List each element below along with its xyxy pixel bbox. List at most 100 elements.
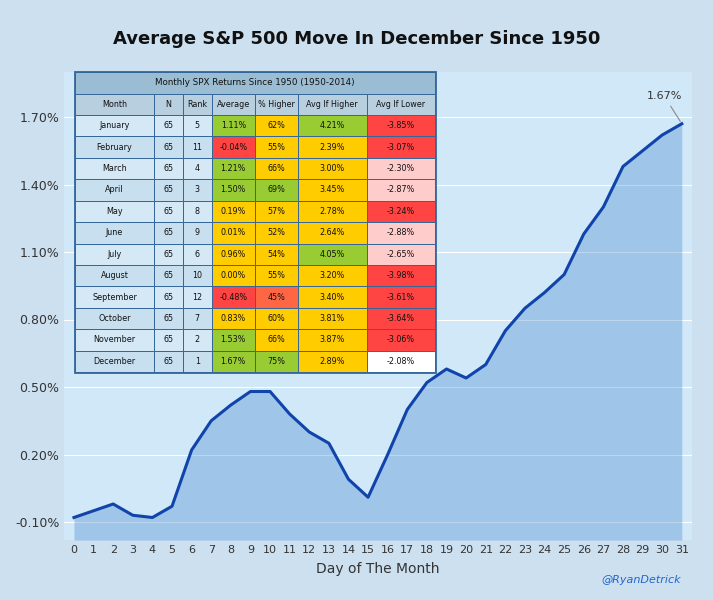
Text: Average S&P 500 Move In December Since 1950: Average S&P 500 Move In December Since 1… (113, 30, 600, 48)
Text: 65: 65 (163, 185, 173, 194)
Text: 3.20%: 3.20% (319, 271, 345, 280)
Text: 2: 2 (195, 335, 200, 344)
Text: 8: 8 (195, 207, 200, 216)
Text: 57%: 57% (267, 207, 285, 216)
Bar (212, 115, 255, 136)
Text: January: January (99, 121, 130, 130)
Bar (366, 308, 435, 329)
Text: 11: 11 (193, 143, 202, 152)
Text: Avg If Lower: Avg If Lower (376, 100, 425, 109)
Bar (75, 286, 154, 308)
Text: -3.64%: -3.64% (386, 314, 415, 323)
Bar (75, 244, 154, 265)
Bar (183, 222, 212, 244)
Bar (154, 179, 183, 200)
Bar (255, 244, 298, 265)
Text: 55%: 55% (267, 271, 285, 280)
Text: 7: 7 (195, 314, 200, 323)
Bar (255, 179, 298, 200)
Text: February: February (96, 143, 133, 152)
Bar (298, 200, 366, 222)
Text: October: October (98, 314, 130, 323)
Text: 65: 65 (163, 143, 173, 152)
X-axis label: Day of The Month: Day of The Month (316, 562, 440, 576)
Text: -3.07%: -3.07% (386, 143, 415, 152)
Text: 65: 65 (163, 164, 173, 173)
Bar (212, 265, 255, 286)
Bar (212, 350, 255, 372)
Bar (366, 94, 435, 115)
Bar (75, 308, 154, 329)
Bar (75, 200, 154, 222)
Text: 65: 65 (163, 250, 173, 259)
Text: 0.19%: 0.19% (220, 207, 246, 216)
Bar (75, 329, 154, 350)
Text: 1.11%: 1.11% (220, 121, 246, 130)
Bar (75, 158, 154, 179)
Text: 65: 65 (163, 271, 173, 280)
Text: 1.67%: 1.67% (647, 91, 682, 121)
Bar (255, 158, 298, 179)
Bar (366, 179, 435, 200)
Text: June: June (106, 228, 123, 237)
Bar (366, 329, 435, 350)
Text: 3.81%: 3.81% (319, 314, 345, 323)
Bar (154, 244, 183, 265)
Text: 3.40%: 3.40% (319, 293, 345, 302)
Text: 54%: 54% (267, 250, 285, 259)
Text: 5: 5 (195, 121, 200, 130)
Text: -2.87%: -2.87% (386, 185, 415, 194)
Text: 65: 65 (163, 228, 173, 237)
Bar (366, 222, 435, 244)
Bar (366, 115, 435, 136)
Bar (154, 265, 183, 286)
Text: 3: 3 (195, 185, 200, 194)
Bar (183, 158, 212, 179)
Bar (298, 222, 366, 244)
Text: 1.21%: 1.21% (220, 164, 246, 173)
Bar (366, 265, 435, 286)
Bar (154, 308, 183, 329)
Bar (298, 158, 366, 179)
Text: 4.05%: 4.05% (319, 250, 345, 259)
Text: -2.08%: -2.08% (386, 357, 415, 366)
Bar (154, 136, 183, 158)
Text: -3.98%: -3.98% (386, 271, 415, 280)
Text: 65: 65 (163, 314, 173, 323)
Text: 4.21%: 4.21% (319, 121, 345, 130)
Bar (183, 136, 212, 158)
Text: -0.04%: -0.04% (219, 143, 247, 152)
Text: 1.53%: 1.53% (220, 335, 246, 344)
Text: 1.67%: 1.67% (220, 357, 246, 366)
Bar (298, 350, 366, 372)
Text: Monthly SPX Returns Since 1950 (1950-2014): Monthly SPX Returns Since 1950 (1950-201… (155, 78, 354, 87)
Text: 45%: 45% (267, 293, 285, 302)
Text: May: May (106, 207, 123, 216)
Bar (154, 115, 183, 136)
Bar (298, 286, 366, 308)
Text: 3.45%: 3.45% (319, 185, 345, 194)
Bar (298, 308, 366, 329)
Bar (298, 115, 366, 136)
Bar (366, 286, 435, 308)
Text: 0.00%: 0.00% (220, 271, 246, 280)
Text: % Higher: % Higher (258, 100, 295, 109)
Text: November: November (93, 335, 135, 344)
Bar (298, 136, 366, 158)
Text: 12: 12 (193, 293, 202, 302)
Text: 65: 65 (163, 207, 173, 216)
Bar (298, 244, 366, 265)
Bar (298, 179, 366, 200)
Bar (75, 94, 154, 115)
Bar (183, 94, 212, 115)
Text: 2.89%: 2.89% (319, 357, 345, 366)
Bar (366, 350, 435, 372)
Text: 6: 6 (195, 250, 200, 259)
Text: 52%: 52% (267, 228, 285, 237)
Text: 0.83%: 0.83% (220, 314, 246, 323)
Text: Avg If Higher: Avg If Higher (307, 100, 358, 109)
Text: -2.65%: -2.65% (386, 250, 415, 259)
Text: 2.39%: 2.39% (319, 143, 345, 152)
Bar (255, 286, 298, 308)
Text: 9: 9 (195, 228, 200, 237)
